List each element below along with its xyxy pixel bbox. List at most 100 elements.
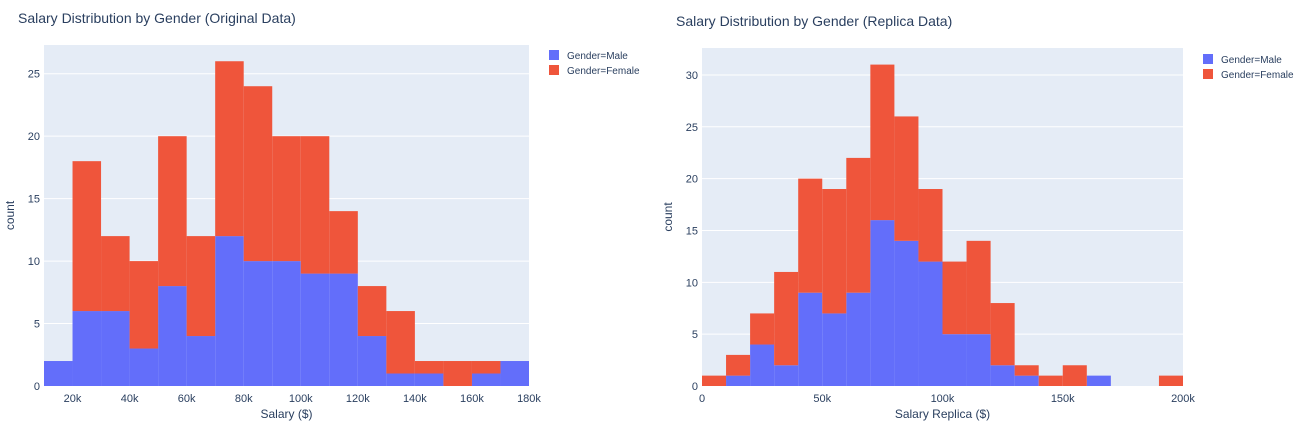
female-bar — [1014, 365, 1039, 376]
female-bar — [846, 157, 871, 293]
female-bar — [726, 354, 751, 376]
female-bar — [774, 271, 799, 366]
female-bar — [471, 361, 501, 374]
male-bar — [918, 261, 943, 386]
legend-item-male[interactable]: Gender=Male — [549, 50, 628, 62]
chart-2: 0 5 10 15 20 25 30 0 50k 100k 150k 200k Salary Distr… — [661, 13, 1294, 421]
male-bar — [386, 373, 415, 386]
male-bar — [990, 365, 1015, 386]
y-tick-label: 20 — [686, 174, 698, 186]
x-tick-label: 180k — [517, 393, 541, 405]
male-bar — [357, 336, 387, 386]
x-tick-label: 200k — [1171, 393, 1195, 405]
male-bar — [870, 220, 895, 386]
male-bar — [846, 292, 871, 386]
legend-item-female[interactable]: Gender=Female — [549, 65, 640, 77]
y-tick-label: 15 — [686, 225, 698, 237]
female-bar — [750, 313, 775, 345]
female-bar — [72, 161, 102, 312]
male-bar — [129, 348, 159, 386]
legend-label: Gender=Female — [567, 66, 640, 77]
female-bar — [186, 236, 216, 337]
legend-swatch — [1203, 69, 1213, 79]
x-tick-label: 100k — [931, 393, 955, 405]
y-tick-label: 20 — [28, 131, 40, 143]
y-tick-label: 10 — [686, 277, 698, 289]
legend-item-female[interactable]: Gender=Female — [1203, 69, 1294, 81]
x-tick-label: 150k — [1051, 393, 1075, 405]
female-bar — [1038, 375, 1063, 386]
legend-item-male[interactable]: Gender=Male — [1203, 54, 1282, 66]
female-bar — [894, 116, 919, 241]
female-bar — [702, 375, 727, 386]
female-bar — [798, 178, 823, 293]
female-bar — [822, 189, 847, 314]
female-bar — [243, 86, 273, 262]
x-axis-title: Salary Replica ($) — [895, 407, 990, 421]
x-tick-label: 60k — [178, 393, 196, 405]
female-bar — [918, 189, 943, 262]
male-bar — [1086, 375, 1111, 386]
male-bar — [243, 261, 273, 386]
x-axis-title: Salary ($) — [260, 407, 312, 421]
female-bar — [357, 286, 387, 337]
x-tick-label: 120k — [346, 393, 370, 405]
y-tick-label: 25 — [686, 122, 698, 134]
female-bar — [1158, 375, 1183, 386]
male-bar — [750, 344, 775, 386]
male-bar — [1014, 375, 1039, 386]
x-tick-label: 100k — [289, 393, 313, 405]
female-bar — [272, 136, 301, 262]
x-tick-label: 20k — [64, 393, 82, 405]
male-bar — [726, 375, 751, 386]
y-tick-label: 10 — [28, 256, 40, 268]
y-tick-label: 25 — [28, 69, 40, 81]
legend-label: Gender=Female — [1221, 70, 1294, 81]
x-tick-label: 50k — [813, 393, 831, 405]
y-tick-label: 15 — [28, 194, 40, 206]
female-bar — [870, 64, 895, 221]
x-tick-label: 160k — [460, 393, 484, 405]
female-bar — [966, 240, 991, 335]
y-tick-label: 0 — [692, 381, 698, 393]
chart-title: Salary Distribution by Gender (Original … — [18, 10, 296, 26]
female-bar — [1062, 365, 1087, 386]
female-bar — [990, 303, 1015, 366]
female-bar — [158, 136, 187, 287]
legend-swatch — [1203, 54, 1213, 64]
male-bar — [101, 311, 130, 386]
male-bar — [500, 361, 529, 386]
female-bar — [300, 136, 330, 274]
male-bar — [894, 240, 919, 386]
male-bar — [822, 313, 847, 386]
female-bar — [101, 236, 130, 312]
y-tick-label: 30 — [686, 70, 698, 82]
male-bar — [329, 273, 358, 386]
male-bar — [300, 273, 330, 386]
chart-1: 0 5 10 15 20 25 20k 40k 60k 80k 100k 120k 140k 160k 18… — [3, 10, 640, 421]
female-bar — [443, 361, 472, 386]
y-axis-title: count — [3, 200, 17, 230]
male-bar — [798, 292, 823, 386]
male-bar — [44, 361, 73, 386]
chart-title: Salary Distribution by Gender (Replica D… — [676, 13, 952, 29]
x-tick-label: 80k — [235, 393, 253, 405]
male-bar — [774, 365, 799, 386]
male-bar — [414, 373, 444, 386]
male-bar — [272, 261, 301, 386]
male-bar — [471, 373, 501, 386]
legend-swatch — [549, 50, 559, 60]
male-bar — [966, 334, 991, 386]
legend-label: Gender=Male — [1221, 55, 1282, 66]
x-tick-label: 140k — [403, 393, 427, 405]
female-bar — [386, 311, 415, 374]
male-bar — [215, 236, 244, 386]
x-tick-label: 0 — [699, 393, 705, 405]
female-bar — [129, 261, 159, 349]
legend-swatch — [549, 65, 559, 75]
female-bar — [942, 261, 967, 335]
female-bar — [215, 61, 244, 237]
male-bar — [942, 334, 967, 386]
